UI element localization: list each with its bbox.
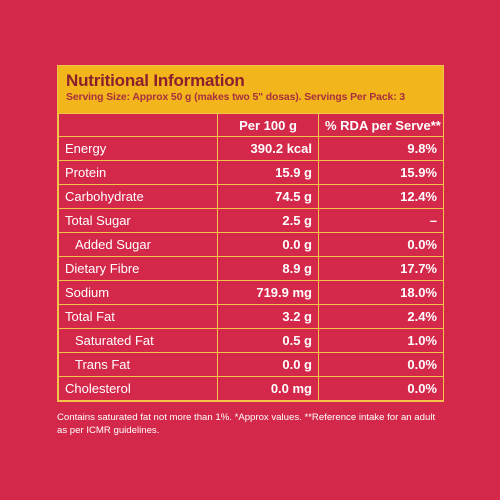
- nutrient-name: Carbohydrate: [58, 184, 218, 209]
- rda-value: –: [318, 208, 444, 233]
- footnote: Contains saturated fat not more than 1%.…: [57, 411, 457, 437]
- column-header-rda: % RDA per Serve**: [318, 113, 444, 137]
- nutrient-name: Dietary Fibre: [58, 256, 218, 281]
- per-100g-value: 15.9 g: [217, 160, 319, 185]
- rda-value: 1.0%: [318, 328, 444, 353]
- table-row: Total Sugar 2.5 g –: [58, 208, 444, 233]
- rda-value: 15.9%: [318, 160, 444, 185]
- rda-value: 0.0%: [318, 376, 444, 401]
- per-100g-value: 2.5 g: [217, 208, 319, 233]
- rda-value: 17.7%: [318, 256, 444, 281]
- nutrient-name: Cholesterol: [58, 376, 218, 401]
- table-row: Dietary Fibre 8.9 g 17.7%: [58, 256, 444, 281]
- per-100g-value: 0.0 mg: [217, 376, 319, 401]
- per-100g-value: 8.9 g: [217, 256, 319, 281]
- nutrition-table: Per 100 g % RDA per Serve** Energy 390.2…: [58, 113, 444, 401]
- rda-value: 12.4%: [318, 184, 444, 209]
- table-row: Protein 15.9 g 15.9%: [58, 160, 444, 185]
- nutrient-name: Sodium: [58, 280, 218, 305]
- nutrient-name: Energy: [58, 136, 218, 161]
- rda-value: 18.0%: [318, 280, 444, 305]
- table-row: Cholesterol 0.0 mg 0.0%: [58, 376, 444, 401]
- table-row: Carbohydrate 74.5 g 12.4%: [58, 184, 444, 209]
- table-row: Energy 390.2 kcal 9.8%: [58, 136, 444, 161]
- nutrient-name: Trans Fat: [58, 352, 218, 377]
- table-row: Added Sugar 0.0 g 0.0%: [58, 232, 444, 257]
- table-row: Saturated Fat 0.5 g 1.0%: [58, 328, 444, 353]
- per-100g-value: 719.9 mg: [217, 280, 319, 305]
- per-100g-value: 0.0 g: [217, 232, 319, 257]
- nutrient-name: Protein: [58, 160, 218, 185]
- nutrition-panel: Nutritional Information Serving Size: Ap…: [57, 65, 444, 402]
- rda-value: 0.0%: [318, 232, 444, 257]
- per-100g-value: 0.5 g: [217, 328, 319, 353]
- per-100g-value: 74.5 g: [217, 184, 319, 209]
- nutrient-name: Total Sugar: [58, 208, 218, 233]
- nutrient-name: Total Fat: [58, 304, 218, 329]
- rda-value: 9.8%: [318, 136, 444, 161]
- per-100g-value: 0.0 g: [217, 352, 319, 377]
- rda-value: 2.4%: [318, 304, 444, 329]
- table-header-row: Per 100 g % RDA per Serve**: [58, 113, 444, 137]
- panel-title: Nutritional Information: [66, 71, 245, 90]
- table-row: Total Fat 3.2 g 2.4%: [58, 304, 444, 329]
- table-row: Trans Fat 0.0 g 0.0%: [58, 352, 444, 377]
- column-header-per-100g: Per 100 g: [217, 113, 319, 137]
- per-100g-value: 390.2 kcal: [217, 136, 319, 161]
- footnote-line: Contains saturated fat not more than 1%.…: [57, 412, 436, 423]
- nutrient-name: Saturated Fat: [58, 328, 218, 353]
- nutrient-name: Added Sugar: [58, 232, 218, 257]
- table-row: Sodium 719.9 mg 18.0%: [58, 280, 444, 305]
- rda-value: 0.0%: [318, 352, 444, 377]
- column-header-nutrient: [58, 113, 218, 137]
- serving-size-text: Serving Size: Approx 50 g (makes two 5" …: [66, 92, 406, 103]
- footnote-line: as per ICMR guidelines.: [57, 425, 160, 436]
- nutrition-header: Nutritional Information Serving Size: Ap…: [58, 66, 443, 113]
- per-100g-value: 3.2 g: [217, 304, 319, 329]
